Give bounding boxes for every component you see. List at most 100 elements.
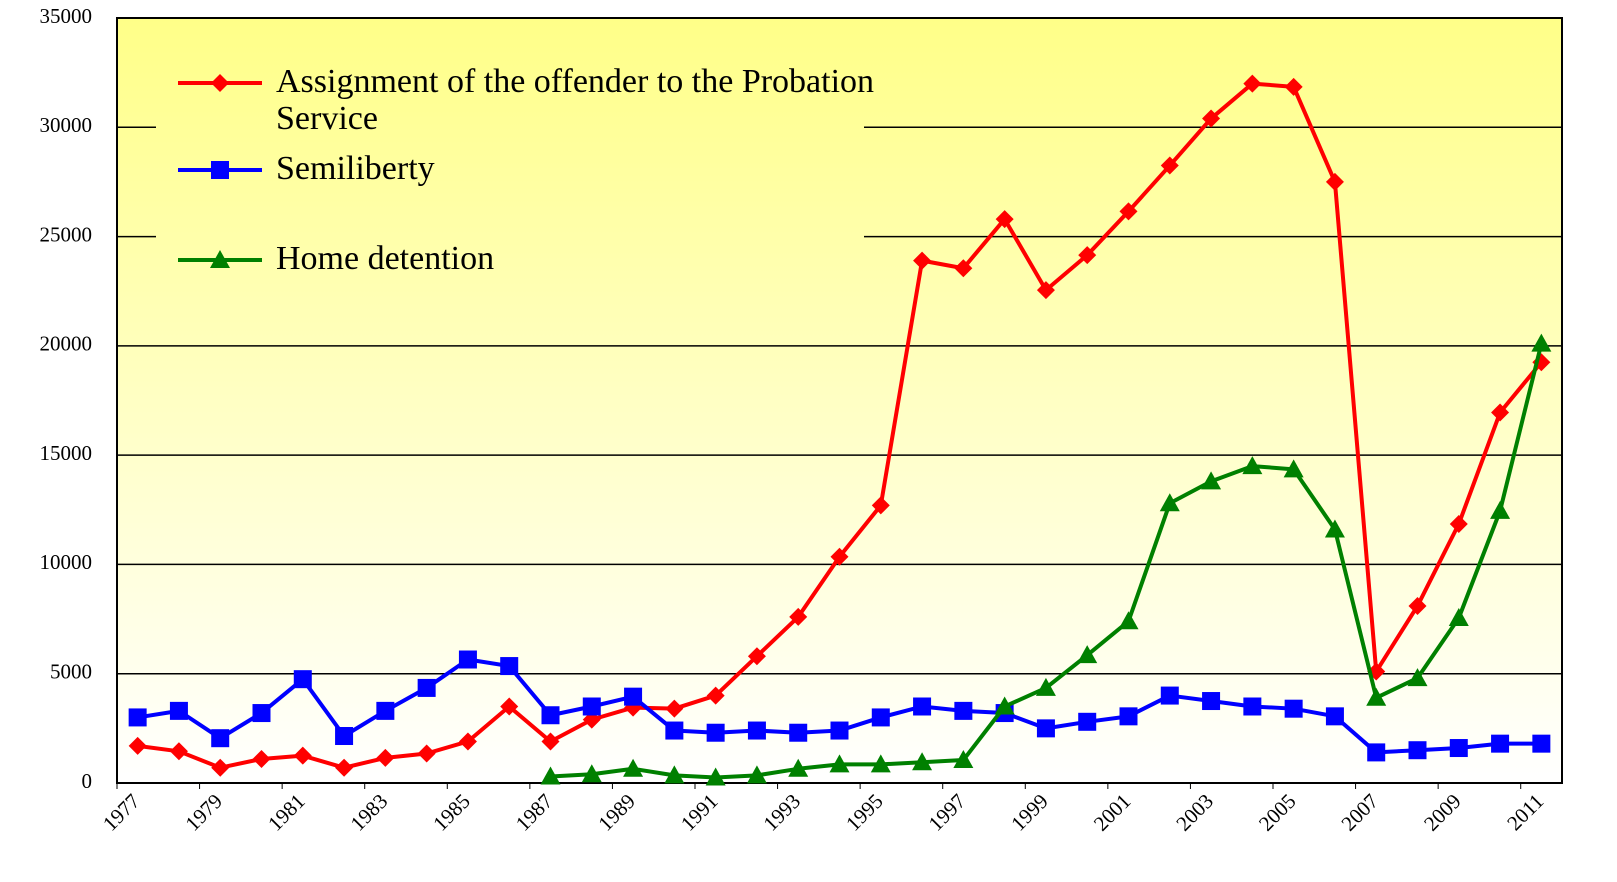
legend-box <box>156 50 864 290</box>
marker <box>624 687 643 706</box>
marker <box>376 701 395 720</box>
marker <box>789 723 808 742</box>
x-tick-label: 1995 <box>841 789 888 836</box>
marker <box>954 701 973 720</box>
legend-label: Assignment of the offender to the Probat… <box>276 63 874 137</box>
marker <box>830 547 849 566</box>
plot-border <box>116 17 1563 784</box>
x-tick-label: 1989 <box>593 789 640 836</box>
x-tick-label: 1983 <box>346 789 393 836</box>
marker <box>1242 456 1263 475</box>
marker <box>417 744 436 763</box>
y-tick-label: 30000 <box>40 113 93 137</box>
marker <box>128 708 147 727</box>
marker <box>830 721 849 740</box>
marker <box>541 732 560 751</box>
marker <box>1078 246 1097 265</box>
legend-label: Home detention <box>276 240 495 277</box>
marker <box>1283 459 1304 478</box>
marker <box>458 732 477 751</box>
marker <box>1324 519 1345 538</box>
marker <box>1491 403 1510 422</box>
marker <box>582 697 601 716</box>
y-tick-label: 5000 <box>50 660 92 684</box>
x-tick-label: 1977 <box>98 789 145 836</box>
y-tick-label: 35000 <box>40 4 93 28</box>
x-tick-label: 1999 <box>1006 789 1053 836</box>
marker <box>747 721 766 740</box>
marker <box>789 607 808 626</box>
marker <box>1448 607 1469 626</box>
x-tick-label: 1991 <box>676 789 723 836</box>
marker <box>335 727 354 746</box>
x-tick-label: 1997 <box>924 789 971 836</box>
x-tick-label: 2011 <box>1502 789 1548 835</box>
marker <box>1408 741 1427 760</box>
marker <box>953 750 974 769</box>
marker <box>1202 692 1221 711</box>
marker <box>1035 677 1056 696</box>
marker <box>211 729 230 748</box>
legend-text: Semiliberty <box>276 150 435 187</box>
marker <box>169 742 188 761</box>
marker <box>913 697 932 716</box>
marker <box>211 74 229 92</box>
marker <box>746 765 767 784</box>
x-tick-label: 2003 <box>1171 789 1218 836</box>
marker <box>1531 333 1552 352</box>
marker <box>995 210 1014 229</box>
marker <box>1119 202 1138 221</box>
marker <box>252 749 271 768</box>
marker <box>1449 514 1468 533</box>
y-tick-label: 0 <box>82 769 93 793</box>
marker <box>664 765 685 784</box>
marker <box>211 758 230 777</box>
x-tick-label: 1979 <box>180 789 227 836</box>
marker <box>417 678 436 697</box>
marker <box>706 686 725 705</box>
legend-text: Home detention <box>276 240 495 277</box>
marker <box>1407 668 1428 687</box>
marker <box>871 708 890 727</box>
marker <box>705 767 726 786</box>
marker <box>1036 719 1055 738</box>
marker <box>1325 172 1344 191</box>
y-tick-label: 20000 <box>40 332 93 356</box>
marker <box>1202 109 1221 128</box>
x-tick-label: 2007 <box>1336 789 1383 836</box>
marker <box>500 697 519 716</box>
marker <box>293 670 312 689</box>
marker <box>1408 596 1427 615</box>
marker <box>871 496 890 515</box>
x-tick-label: 1987 <box>511 789 558 836</box>
marker <box>1243 697 1262 716</box>
x-tick-label: 2009 <box>1419 789 1466 836</box>
y-tick-label: 10000 <box>40 550 93 574</box>
marker <box>829 754 850 773</box>
marker <box>912 752 933 771</box>
marker <box>581 764 602 783</box>
marker <box>747 647 766 666</box>
marker <box>1078 712 1097 731</box>
marker <box>335 758 354 777</box>
x-tick-label: 1985 <box>428 789 475 836</box>
x-tick-label: 2005 <box>1254 789 1301 836</box>
marker <box>954 259 973 278</box>
marker <box>1284 77 1303 96</box>
marker <box>706 723 725 742</box>
marker <box>1243 74 1262 93</box>
y-tick-label: 25000 <box>40 222 93 246</box>
marker <box>1490 500 1511 519</box>
marker <box>1367 743 1386 762</box>
marker <box>994 696 1015 715</box>
marker <box>1325 707 1344 726</box>
marker <box>128 736 147 755</box>
marker <box>665 699 684 718</box>
marker <box>1036 281 1055 300</box>
marker <box>1532 734 1551 753</box>
marker <box>1366 687 1387 706</box>
marker <box>211 161 229 179</box>
marker <box>1118 611 1139 630</box>
